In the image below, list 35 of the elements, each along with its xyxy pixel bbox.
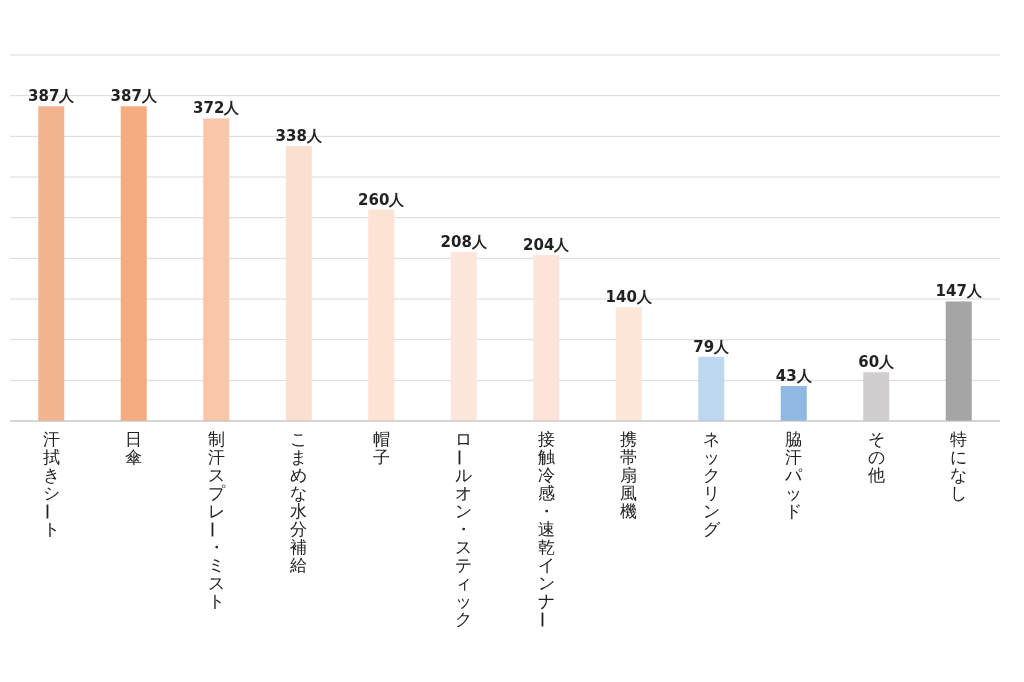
data-label: 43人 bbox=[775, 367, 813, 386]
bar bbox=[698, 356, 725, 421]
bar bbox=[780, 386, 807, 421]
category-label: 帽子 bbox=[372, 429, 390, 467]
category-label: 携帯扇風機 bbox=[620, 429, 638, 521]
category-label: こまめな水分補給 bbox=[290, 429, 308, 575]
category-label: 脇汗パッド bbox=[785, 429, 803, 521]
data-label: 260人 bbox=[358, 190, 406, 209]
bar bbox=[533, 255, 560, 421]
bar bbox=[38, 106, 65, 421]
bar bbox=[615, 307, 642, 421]
category-label: 接触冷感・速乾インナー bbox=[531, 429, 555, 628]
data-label: 204人 bbox=[523, 236, 571, 255]
data-label: 387人 bbox=[110, 87, 158, 106]
data-label: 372人 bbox=[193, 99, 241, 118]
category-label: ネックリング bbox=[702, 429, 720, 539]
data-label: 147人 bbox=[935, 282, 983, 301]
bar bbox=[285, 146, 312, 421]
bar bbox=[945, 301, 972, 421]
category-label: その他 bbox=[867, 429, 885, 485]
bar bbox=[368, 209, 395, 421]
category-label: 汗拭きシート bbox=[36, 429, 60, 539]
category-label: 制汗スプレー・ミスト bbox=[201, 429, 225, 611]
data-label: 338人 bbox=[275, 127, 323, 146]
data-label: 79人 bbox=[693, 337, 731, 356]
data-label: 60人 bbox=[858, 353, 896, 372]
data-label: 208人 bbox=[440, 232, 488, 251]
bar bbox=[450, 251, 477, 421]
data-label: 387人 bbox=[28, 87, 76, 106]
category-label: ロールオン・スティック bbox=[449, 429, 473, 629]
bar bbox=[120, 106, 147, 421]
bar bbox=[203, 118, 230, 421]
data-label: 140人 bbox=[605, 288, 653, 307]
category-label: 特になし bbox=[950, 429, 968, 503]
category-label: 日傘 bbox=[125, 429, 143, 467]
